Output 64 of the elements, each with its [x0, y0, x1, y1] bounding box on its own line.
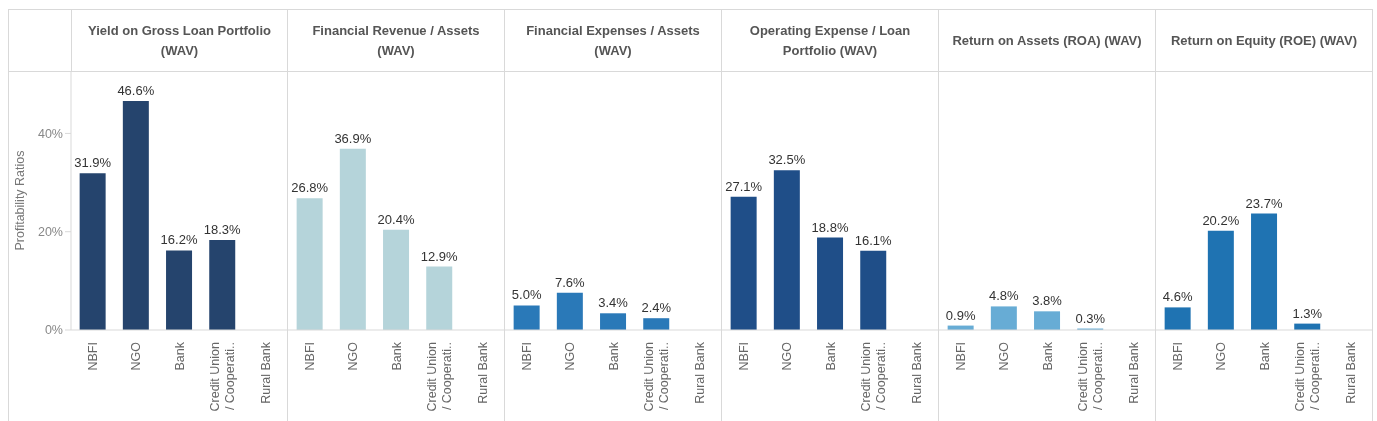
x-tick-label: Credit Union / Cooperati.. — [425, 341, 455, 412]
data-label: 46.6% — [117, 82, 155, 98]
data-label: 27.1% — [725, 178, 763, 194]
x-tick-label: NBFI — [303, 342, 318, 371]
x-tick-label: Rural Bank — [692, 341, 707, 404]
data-label: 0.3% — [1075, 310, 1106, 326]
data-label: 20.2% — [1202, 212, 1240, 228]
chart-title: Return on Equity (ROE) (WAV) — [1170, 31, 1358, 50]
data-label: 1.3% — [1292, 305, 1323, 321]
data-label: 18.8% — [811, 219, 849, 235]
data-label: 3.4% — [598, 295, 629, 311]
data-label: 2.4% — [641, 300, 672, 316]
x-tick-label: Credit Union / Cooperati.. — [1076, 341, 1106, 412]
data-label: 20.4% — [377, 211, 415, 227]
data-label: 5.0% — [511, 287, 542, 303]
data-label: 0.9% — [945, 307, 976, 323]
y-tick-label: 20% — [37, 225, 63, 240]
data-label: 23.7% — [1245, 195, 1283, 211]
x-tick-label: NGO — [997, 341, 1012, 371]
x-tick-label: Bank — [172, 341, 187, 371]
data-label: 16.1% — [854, 232, 893, 248]
x-tick-label: Rural Bank — [1343, 341, 1358, 404]
x-tick-label: NGO — [1214, 341, 1229, 371]
data-label: 4.6% — [1162, 289, 1193, 305]
x-tick-label: Rural Bank — [1126, 341, 1141, 404]
x-tick-label: NGO — [346, 341, 361, 371]
x-tick-label: NBFI — [954, 342, 969, 371]
data-label: 7.6% — [555, 274, 586, 290]
x-tick-label: NGO — [129, 341, 144, 371]
y-axis-title: Profitability Ratios — [13, 150, 28, 251]
x-tick-label: NBFI — [737, 342, 752, 371]
x-tick-label: Credit Union / Cooperati.. — [208, 341, 238, 412]
data-label: 4.8% — [989, 288, 1020, 304]
x-tick-label: Rural Bank — [258, 341, 273, 404]
x-tick-label: NBFI — [86, 342, 101, 371]
chart-title: Financial Expenses / Assets (WAV) — [525, 21, 701, 60]
data-label: 32.5% — [768, 152, 806, 168]
chart-title: Yield on Gross Loan Portfolio (WAV) — [87, 21, 272, 60]
x-tick-label: Rural Bank — [909, 341, 924, 404]
x-tick-label: Credit Union / Cooperati.. — [859, 341, 889, 412]
x-tick-label: Bank — [1257, 341, 1272, 371]
chart-title: Return on Assets (ROA) (WAV) — [952, 31, 1142, 50]
data-label: 18.3% — [203, 222, 242, 238]
y-tick-label: 40% — [37, 126, 63, 141]
y-tick-label: 0% — [44, 323, 63, 338]
x-tick-label: Bank — [1040, 341, 1055, 371]
chart-title: Operating Expense / Loan Portfolio (WAV) — [748, 21, 912, 60]
x-tick-label: NGO — [780, 341, 795, 371]
data-label: 3.8% — [1032, 293, 1063, 309]
x-tick-label: Bank — [606, 341, 621, 371]
chart-title: Financial Revenue / Assets (WAV) — [311, 21, 481, 60]
data-label: 12.9% — [420, 248, 459, 264]
data-label: 36.9% — [334, 130, 372, 146]
x-tick-label: NBFI — [520, 342, 535, 371]
x-tick-label: Rural Bank — [475, 341, 490, 404]
x-tick-label: NGO — [563, 341, 578, 371]
x-tick-label: Bank — [389, 341, 404, 371]
x-tick-label: Credit Union / Cooperati.. — [1293, 341, 1323, 412]
data-label: 26.8% — [291, 180, 329, 196]
x-tick-label: Bank — [823, 341, 838, 371]
data-label: 31.9% — [74, 155, 112, 171]
data-label: 16.2% — [160, 232, 198, 248]
x-tick-label: NBFI — [1171, 342, 1186, 371]
x-tick-label: Credit Union / Cooperati.. — [642, 341, 672, 412]
